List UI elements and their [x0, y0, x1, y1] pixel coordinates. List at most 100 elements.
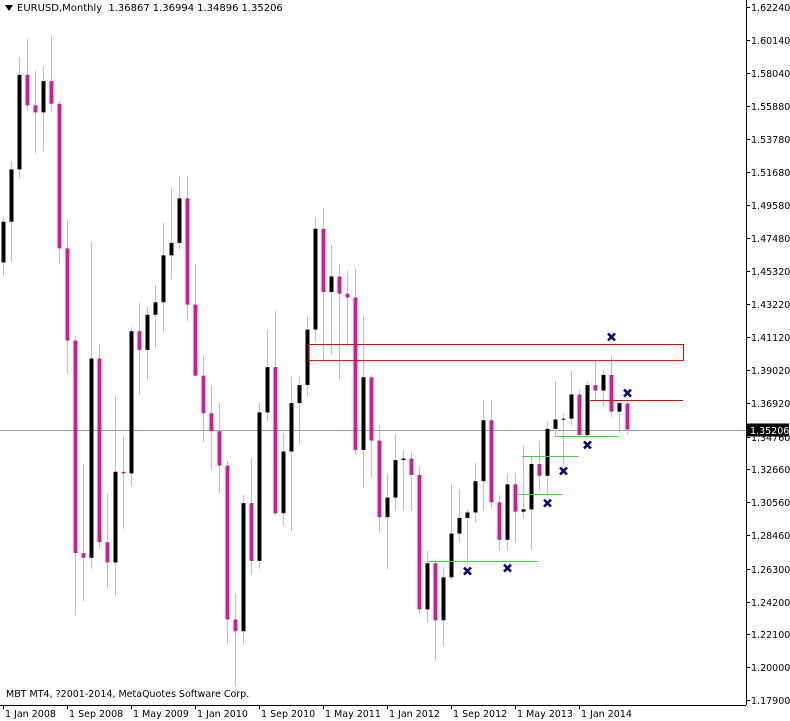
candle-body — [393, 460, 398, 498]
x-tick-label: 1 Jan 2008 — [5, 709, 56, 720]
candle-body — [417, 474, 422, 610]
candle-body — [137, 331, 142, 350]
candle-body — [185, 198, 190, 305]
candle-body — [465, 512, 470, 518]
candle-body — [217, 431, 222, 466]
candle-body — [65, 248, 70, 341]
chart-header: EURUSD,Monthly 1.36867 1.36994 1.34896 1.35… — [4, 3, 286, 14]
candle-body — [377, 440, 382, 518]
candle-body — [537, 464, 542, 476]
candle-body — [129, 331, 134, 474]
y-tick-label: 1.58040 — [751, 69, 790, 80]
high-value: 1.36994 — [152, 3, 195, 14]
candle-body — [529, 464, 534, 510]
x-tick-label: 1 May 2011 — [325, 709, 381, 720]
candle-body — [105, 542, 110, 563]
candle-body — [233, 619, 238, 632]
y-tick-label: 1.39020 — [751, 366, 790, 377]
y-tick-label: 1.30560 — [751, 498, 790, 509]
x-tick-label: 1 May 2009 — [133, 709, 189, 720]
candle-body — [25, 74, 30, 106]
y-tick-label: 1.28460 — [751, 531, 790, 542]
y-tick-label: 1.24200 — [751, 598, 790, 609]
candle-body — [249, 503, 254, 561]
candle-body — [201, 375, 206, 414]
candle-body — [577, 394, 582, 436]
cross-marker — [583, 440, 592, 450]
candle-body — [457, 517, 462, 534]
candle-body — [297, 385, 302, 404]
y-tick-label: 1.47480 — [751, 234, 790, 245]
candle-body — [513, 484, 518, 512]
x-tick-label: 1 Sep 2008 — [69, 709, 123, 720]
y-tick-label: 1.45320 — [751, 267, 790, 278]
candle-body — [369, 377, 374, 441]
candle-body — [273, 367, 278, 514]
x-tick-label: 1 Jan 2010 — [197, 709, 248, 720]
y-tick-label: 1.36920 — [751, 399, 790, 410]
y-tick-label: 1.53780 — [751, 135, 790, 146]
candle-body — [489, 420, 494, 503]
candle-body — [433, 563, 438, 621]
symbol-title: EURUSD,Monthly — [17, 3, 103, 14]
y-tick-label: 1.26300 — [751, 565, 790, 576]
candle-body — [225, 465, 230, 620]
candle-body — [177, 198, 182, 243]
candle-body — [121, 471, 126, 474]
y-tick-label: 1.32660 — [751, 465, 790, 476]
y-tick-label: 1.22100 — [751, 630, 790, 641]
candle-body — [569, 394, 574, 419]
x-tick-label: 1 May 2013 — [517, 709, 573, 720]
candle-body — [449, 533, 454, 578]
candle-body — [9, 169, 14, 222]
price-label-box — [747, 423, 789, 437]
candle-body — [425, 563, 430, 610]
candle-body — [617, 403, 622, 412]
candle-body — [601, 374, 606, 391]
candle-body — [153, 302, 158, 315]
candle-body — [313, 228, 318, 330]
plot-area — [0, 0, 746, 705]
candle-body — [209, 413, 214, 432]
candle-body — [473, 481, 478, 513]
candle-body — [497, 502, 502, 540]
low-value: 1.34896 — [197, 3, 239, 14]
candle-body — [41, 81, 46, 113]
candle-body — [113, 471, 118, 563]
candle-body — [609, 374, 614, 412]
candle-body — [385, 497, 390, 518]
candle-body — [49, 81, 54, 104]
candle-body — [521, 509, 526, 512]
y-tick-label: 1.49580 — [751, 201, 790, 212]
candle-body — [289, 403, 294, 452]
candle-body — [33, 105, 38, 113]
x-tick-label: 1 Sep 2012 — [453, 709, 507, 720]
candle-body — [1, 221, 6, 263]
candle-body — [97, 358, 102, 543]
candle-body — [241, 503, 246, 632]
y-tick-label: 1.43220 — [751, 300, 790, 311]
zone-rectangle — [307, 344, 684, 362]
x-tick-label: 1 Sep 2010 — [261, 709, 315, 720]
candle-body — [257, 412, 262, 561]
candle-body — [505, 484, 510, 540]
cross-marker — [503, 563, 512, 573]
y-tick-label: 1.62240 — [751, 3, 790, 14]
menu-icon — [5, 5, 13, 11]
cross-marker — [623, 388, 632, 398]
candle-body — [585, 385, 590, 436]
y-tick-label: 1.34760 — [751, 433, 790, 444]
y-tick-label: 1.51680 — [751, 168, 790, 179]
candle-body — [441, 577, 446, 621]
candle-body — [321, 228, 326, 293]
y-tick-label: 1.41120 — [751, 333, 790, 344]
price-label: 1.35206 — [750, 426, 789, 437]
y-tick-label: 1.60140 — [751, 36, 790, 47]
copyright: MBT MT4, ?2001-2014, MetaQuotes Software… — [6, 689, 250, 700]
cross-marker — [607, 332, 616, 342]
candle-body — [625, 403, 630, 430]
candle-body — [401, 458, 406, 461]
open-value: 1.36867 — [108, 3, 150, 14]
candle-body — [337, 276, 342, 294]
